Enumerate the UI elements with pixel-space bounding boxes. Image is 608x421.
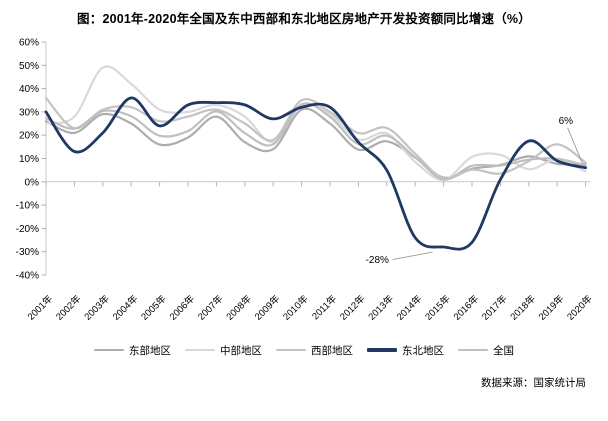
x-axis-label: 2005年 [139,292,170,323]
legend-line-swatch [94,348,124,352]
legend-item-东部地区: 东部地区 [94,343,171,358]
legend-item-东北地区: 东北地区 [367,343,444,358]
x-axis-label: 2009年 [252,292,283,323]
y-axis-label: 20% [19,131,39,142]
chart-plot-area: 60% 50% 40% 30% 20% 10% 0% -10% -20% -30% -40% 2001… [16,38,596,323]
y-axis-label: 0% [25,177,40,188]
x-axis-label: 2018年 [508,292,539,323]
x-axis-label: 2019年 [536,292,567,323]
legend-line-swatch [367,348,397,352]
y-axis-label: 40% [19,84,39,95]
legend-line-swatch [458,348,488,352]
legend-item-全国: 全国 [458,343,514,358]
chart-legend: 东部地区 中部地区 西部地区 东北地区 全国 [0,341,608,359]
x-axis-label: 2012年 [337,292,368,323]
y-axis-label: 60% [19,38,39,49]
legend-label: 西部地区 [311,344,353,357]
x-axis-label: 2017年 [479,292,510,323]
x-axis-label: 2007年 [195,292,226,323]
series-line-东北地区 [44,96,587,251]
y-axis-label: -20% [16,224,39,235]
series-line-东部地区 [44,107,587,179]
x-axis-label: 2004年 [110,292,141,323]
x-axis-label: 2006年 [167,292,198,323]
x-axis-label: 2008年 [224,292,255,323]
legend-label: 东部地区 [129,344,171,357]
x-axis-label: 2010年 [281,292,312,323]
x-axis-label: 2013年 [366,292,397,323]
x-axis-label: 2014年 [394,292,425,323]
x-axis-label: 2016年 [451,292,482,323]
series-line-西部地区 [44,96,587,180]
x-axis-label: 2020年 [565,292,596,323]
x-axis-label: 2002年 [53,292,84,323]
y-axis-label: -40% [16,271,39,282]
annotation-leader-line [392,251,433,260]
x-axis-label: 2015年 [423,292,454,323]
data-source-note: 数据来源：国家统计局 [481,377,586,389]
y-axis-label: -30% [16,247,39,258]
x-axis-label: 2011年 [309,292,339,322]
legend-label: 东北地区 [402,344,444,357]
legend-line-swatch [185,348,215,352]
annotation-label: -28% [366,255,389,266]
legend-label: 全国 [493,344,514,357]
y-axis-label: 10% [19,154,39,165]
series-line-全国 [44,102,587,181]
chart-title: 图：2001年-2020年全国及东中西部和东北地区房地产开发投资额同比增速（%） [77,12,531,26]
y-axis-label: 30% [19,107,39,118]
legend-item-中部地区: 中部地区 [185,343,262,358]
y-axis-label: 50% [19,61,39,72]
y-axis-label: -10% [16,201,39,212]
annotation-label: 6% [559,116,574,127]
legend-label: 中部地区 [220,344,262,357]
x-axis-label: 2001年 [25,292,56,323]
legend-line-swatch [276,348,306,352]
legend-item-西部地区: 西部地区 [276,343,353,358]
x-axis-label: 2003年 [82,292,113,323]
annotation-leader-line [567,127,584,164]
